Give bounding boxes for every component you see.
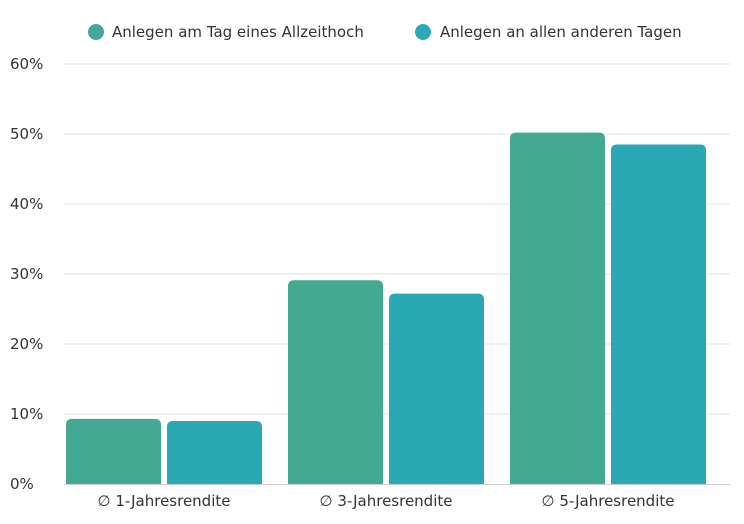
bar-allzeithoch-1 xyxy=(66,418,161,484)
bar-andere-tage-3 xyxy=(611,144,706,484)
y-tick-label: 60% xyxy=(10,55,43,73)
bar-andere-tage-2 xyxy=(389,293,484,484)
y-tick-label: 30% xyxy=(10,265,43,283)
x-axis-category-labels: ∅ 1-Jahresrendite ∅ 3-Jahresrendite ∅ 5-Ja… xyxy=(97,492,674,510)
y-tick-label: 40% xyxy=(10,195,43,213)
x-category-label: ∅ 1-Jahresrendite xyxy=(97,492,230,510)
y-tick-label: 0% xyxy=(10,475,34,493)
legend-marker xyxy=(88,24,104,40)
legend-marker xyxy=(415,24,431,40)
bar-allzeithoch-3 xyxy=(510,132,605,484)
x-category-label: ∅ 5-Jahresrendite xyxy=(541,492,674,510)
legend: Anlegen am Tag eines Allzeithoch Anlegen … xyxy=(88,23,682,41)
x-category-label: ∅ 3-Jahresrendite xyxy=(319,492,452,510)
y-tick-label: 50% xyxy=(10,125,43,143)
legend-label: Anlegen an allen anderen Tagen xyxy=(440,23,682,41)
legend-label: Anlegen am Tag eines Allzeithoch xyxy=(112,23,364,41)
y-tick-label: 10% xyxy=(10,405,43,423)
y-tick-label: 20% xyxy=(10,335,43,353)
bars xyxy=(66,132,706,484)
bar-allzeithoch-2 xyxy=(288,280,383,484)
bar-andere-tage-1 xyxy=(167,421,262,484)
y-axis-tick-labels: 0% 10% 20% 30% 40% 50% 60% xyxy=(10,55,43,493)
